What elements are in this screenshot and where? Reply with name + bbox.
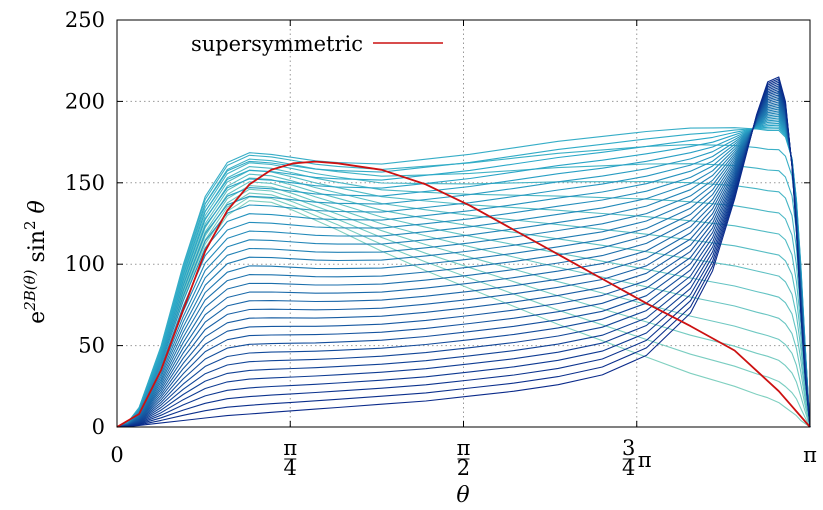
x-tick-label-numerator: 3	[622, 436, 635, 460]
y-axis-label-exponent2: 2	[21, 220, 39, 230]
x-tick-label-text: π	[803, 443, 817, 467]
family-series-line	[116, 192, 811, 428]
legend: supersymmetric	[191, 32, 443, 56]
x-tick-label-text: 0	[110, 443, 123, 467]
y-axis-ticks: 0 50 100 150 200 250	[65, 8, 810, 439]
y-axis-label-base: e	[25, 311, 50, 324]
y-axis-label: e2B(θ) sin2 θ	[21, 200, 50, 324]
y-tick-label: 0	[92, 415, 105, 439]
x-tick-label-numerator: π	[457, 436, 471, 460]
family-series-line	[116, 169, 811, 428]
x-tick-label-numerator: π	[283, 436, 297, 460]
y-axis-label-mid: sin	[25, 230, 50, 270]
y-tick-label: 200	[65, 89, 105, 113]
family-series-line	[116, 76, 811, 428]
legend-label-supersymmetric: supersymmetric	[191, 32, 363, 56]
family-series-line	[116, 162, 811, 428]
supersymmetric-line	[116, 160, 811, 428]
x-tick-label: π2	[457, 436, 471, 480]
x-tick-label: 34 π	[622, 436, 652, 480]
supersymmetric-series	[116, 160, 811, 428]
x-tick-label: π4	[283, 436, 297, 480]
x-tick-label-pi: π	[638, 448, 652, 472]
y-tick-label: 250	[65, 8, 105, 32]
y-tick-label: 100	[65, 252, 105, 276]
family-series-line	[116, 144, 811, 428]
family-series-lines	[116, 76, 811, 428]
x-tick-label: 0	[110, 443, 123, 467]
x-tick-label-denominator: 4	[284, 456, 297, 480]
y-axis-label-exponent: 2B(θ)	[21, 269, 39, 311]
x-axis-label: θ	[456, 483, 469, 508]
y-tick-label: 150	[65, 171, 105, 195]
y-tick-label: 50	[78, 334, 105, 358]
family-series-line	[116, 177, 811, 428]
family-series-line	[116, 185, 811, 428]
x-tick-label: π	[803, 443, 817, 467]
x-tick-label-denominator: 2	[457, 456, 470, 480]
x-tick-label-denominator: 4	[622, 456, 635, 480]
y-axis-label-tail: θ	[25, 200, 50, 220]
